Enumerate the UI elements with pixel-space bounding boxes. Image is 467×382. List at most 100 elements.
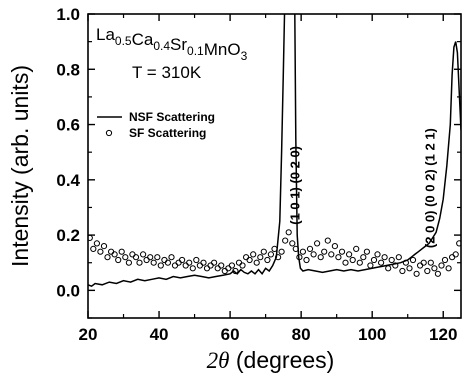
- y-tick-label: 0.2: [56, 226, 80, 245]
- data-point-sf: [450, 255, 455, 260]
- y-tick-label: 0.8: [56, 60, 80, 79]
- y-tick-label: 0.4: [56, 171, 80, 190]
- y-tick-label: 0.0: [56, 281, 80, 300]
- y-axis-title: Intensity (arb. units): [7, 65, 33, 267]
- legend-label-nsf: NSF Scattering: [129, 110, 215, 124]
- data-point-sf: [325, 238, 330, 243]
- data-point-sf: [215, 266, 220, 271]
- data-point-sf: [442, 257, 447, 262]
- data-point-sf: [219, 263, 224, 268]
- data-point-sf: [155, 255, 160, 260]
- x-tick-label: 100: [358, 325, 386, 344]
- data-point-sf: [151, 260, 156, 265]
- data-point-sf: [322, 249, 327, 254]
- data-point-sf: [283, 238, 288, 243]
- data-point-sf: [244, 255, 249, 260]
- data-point-sf: [169, 255, 174, 260]
- data-point-sf: [141, 252, 146, 257]
- formula-subscript: 3: [241, 49, 248, 63]
- data-point-sf: [268, 252, 273, 257]
- data-point-sf: [148, 255, 153, 260]
- legend-circle-marker: [106, 130, 111, 135]
- data-point-sf: [290, 241, 295, 246]
- data-point-sf: [183, 263, 188, 268]
- data-point-sf: [336, 255, 341, 260]
- data-point-sf: [304, 257, 309, 262]
- data-point-sf: [172, 263, 177, 268]
- compound-formula: La0.5Ca0.4Sr0.1MnO3: [96, 25, 248, 63]
- data-point-sf: [201, 260, 206, 265]
- data-point-sf: [318, 255, 323, 260]
- data-point-sf: [109, 249, 114, 254]
- data-point-sf: [329, 252, 334, 257]
- data-point-sf: [165, 260, 170, 265]
- data-point-sf: [222, 268, 227, 273]
- data-point-sf: [226, 266, 231, 271]
- data-point-sf: [379, 260, 384, 265]
- data-point-sf: [361, 255, 366, 260]
- data-point-sf: [137, 260, 142, 265]
- data-point-sf: [112, 252, 117, 257]
- data-point-sf: [453, 252, 458, 257]
- data-point-sf: [428, 260, 433, 265]
- data-point-sf: [240, 263, 245, 268]
- data-point-sf: [425, 268, 430, 273]
- data-point-sf: [375, 252, 380, 257]
- data-point-sf: [265, 257, 270, 262]
- x-axis-symbol: 2θ: [207, 348, 230, 373]
- data-point-sf: [101, 244, 106, 249]
- formula-subscript: 0.5: [115, 34, 132, 48]
- data-point-sf: [119, 249, 124, 254]
- data-point-sf: [190, 266, 195, 271]
- data-point-sf: [386, 266, 391, 271]
- data-point-sf: [176, 260, 181, 265]
- data-point-sf: [432, 266, 437, 271]
- x-tick-label: 80: [292, 325, 311, 344]
- data-point-sf: [421, 260, 426, 265]
- data-point-sf: [94, 241, 99, 246]
- data-point-sf: [229, 263, 234, 268]
- data-point-sf: [307, 246, 312, 251]
- peak-label: (2 0 0) (0 0 2) (1 2 1): [422, 128, 437, 248]
- data-point-sf: [197, 263, 202, 268]
- peak-label: (1 0 1) (0 2 0): [287, 146, 302, 225]
- x-tick-label: 20: [79, 325, 98, 344]
- data-point-sf: [364, 249, 369, 254]
- data-point-sf: [439, 263, 444, 268]
- data-point-sf: [144, 257, 149, 262]
- data-point-sf: [407, 266, 412, 271]
- data-point-sf: [350, 257, 355, 262]
- data-point-sf: [258, 255, 263, 260]
- data-point-sf: [187, 260, 192, 265]
- formula-subscript: 0.4: [153, 39, 170, 53]
- x-axis-title: 2θ (degrees): [207, 347, 335, 373]
- data-point-sf: [368, 263, 373, 268]
- data-point-sf: [371, 257, 376, 262]
- data-point-sf: [98, 249, 103, 254]
- data-point-sf: [162, 257, 167, 262]
- formula-element: Sr: [170, 35, 187, 54]
- data-point-sf: [410, 257, 415, 262]
- data-point-sf: [389, 257, 394, 262]
- data-point-sf: [261, 249, 266, 254]
- data-point-sf: [343, 260, 348, 265]
- data-point-sf: [339, 249, 344, 254]
- data-point-sf: [254, 260, 259, 265]
- legend-label-sf: SF Scattering: [129, 126, 206, 140]
- data-point-sf: [418, 263, 423, 268]
- data-point-sf: [400, 268, 405, 273]
- data-point-sf: [212, 260, 217, 265]
- formula-subscript: 0.1: [187, 44, 204, 58]
- formula-element: Ca: [132, 30, 154, 49]
- data-point-sf: [272, 246, 277, 251]
- data-point-sf: [126, 260, 131, 265]
- x-tick-label: 120: [429, 325, 457, 344]
- data-point-sf: [180, 257, 185, 262]
- data-point-sf: [123, 255, 128, 260]
- data-point-sf: [435, 271, 440, 276]
- data-point-sf: [251, 252, 256, 257]
- data-point-sf: [247, 257, 252, 262]
- y-tick-label: 1.0: [56, 5, 80, 24]
- data-point-sf: [446, 266, 451, 271]
- data-point-sf: [315, 241, 320, 246]
